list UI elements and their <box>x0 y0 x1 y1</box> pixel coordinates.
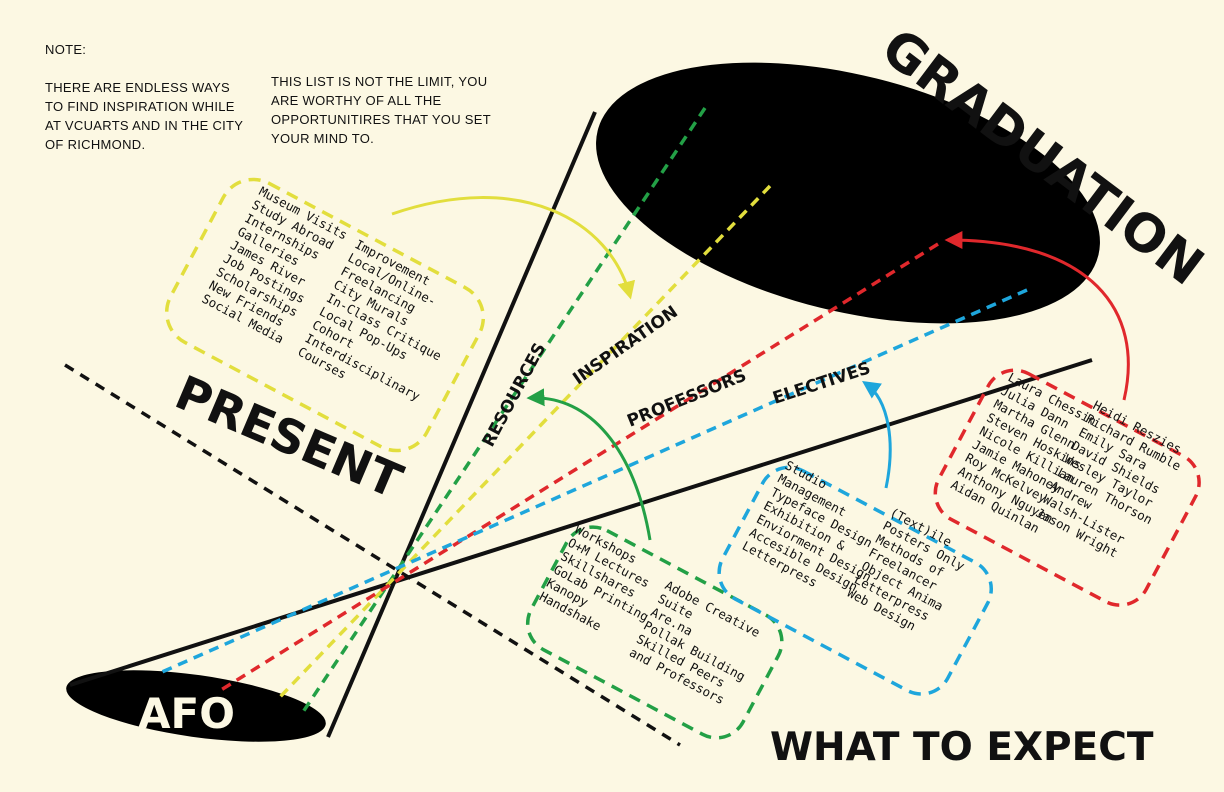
what-to-expect-title: WHAT TO EXPECT <box>770 725 1154 770</box>
present-title: PRESENT <box>167 365 410 509</box>
electives-arrow <box>862 380 892 489</box>
inspiration-box <box>164 177 486 453</box>
present-axis-line <box>64 363 681 747</box>
cone-left-edge <box>326 111 597 738</box>
professors-ray <box>220 242 939 692</box>
resources-arrow <box>526 388 652 541</box>
note-inspiration-text: THERE ARE ENDLESS WAYS TO FIND INSPIRATI… <box>45 80 244 152</box>
graduation-ellipse <box>596 62 1100 324</box>
resources-box <box>525 525 784 740</box>
inspiration-arrow <box>391 196 636 300</box>
electives-label: ELECTIVES <box>770 358 873 408</box>
resources-ray <box>301 107 707 713</box>
note-opportunity-text: THIS LIST IS NOT THE LIMIT, YOU ARE WORT… <box>271 74 491 146</box>
professors-arrow <box>944 231 1130 401</box>
note-heading: NOTE: <box>45 42 87 57</box>
cone-right-edge <box>69 358 1093 687</box>
inspiration-label: INSPIRATION <box>569 302 681 389</box>
inspiration-list-col1: Museum VisitsStudy AbroadInternshipsGall… <box>200 183 351 350</box>
inspiration-list-col2: ImprovementLocal/Online-FreelancingCity … <box>296 236 474 417</box>
electives-box <box>717 465 993 696</box>
electives-list-col2: (Text)ilePosters OnlyMethods ofFreelance… <box>845 504 975 640</box>
professors-box <box>933 368 1201 607</box>
afo-title: AFO <box>138 689 235 738</box>
resources-list-col2: Adobe CreativeSuiteAre.naPollak Building… <box>627 577 769 710</box>
electives-ray <box>161 288 1028 674</box>
afo-ellipse <box>66 670 326 742</box>
